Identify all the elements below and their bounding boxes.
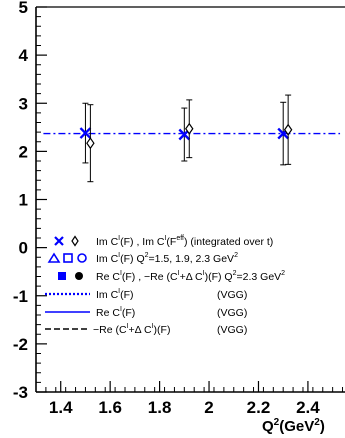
legend: Im CI(F) , Im CI(Feff) (integrated over … bbox=[45, 235, 285, 336]
y-tick-label: 5 bbox=[19, 0, 28, 17]
legend-entry: Im CI(F) Q2=1.5, 1.9, 2.3 GeV2 bbox=[47, 252, 238, 265]
y-tick-label: -3 bbox=[13, 383, 28, 402]
legend-entry: Im CI(F) (VGG) bbox=[45, 288, 247, 301]
legend-filled-circle-icon bbox=[75, 272, 83, 280]
x-marker-point bbox=[79, 127, 92, 139]
legend-label: Re CI(F) bbox=[96, 306, 135, 319]
legend-label: −Re (CI+Δ CI)(F) bbox=[93, 323, 170, 336]
legend-source-label: (VGG) bbox=[217, 289, 247, 301]
y-tick-label: 2 bbox=[19, 142, 28, 161]
x-axis: 1.4 1.6 1.8 2 2.2 2.4 bbox=[35, 381, 344, 417]
legend-diamond-icon bbox=[71, 235, 79, 247]
x-tick-label: 2.2 bbox=[247, 398, 271, 417]
legend-x-icon bbox=[54, 236, 64, 246]
x-tick-label: 1.8 bbox=[148, 398, 172, 417]
diamond-marker-point bbox=[86, 137, 95, 150]
x-tick-label: 2 bbox=[204, 398, 213, 417]
legend-circle-icon bbox=[77, 253, 87, 263]
x-tick-label: 1.4 bbox=[49, 398, 73, 417]
legend-source-label: (VGG) bbox=[217, 307, 247, 319]
legend-source-label: (VGG) bbox=[217, 324, 247, 336]
y-tick-label: 1 bbox=[19, 191, 28, 210]
diamond-marker-point bbox=[185, 122, 194, 135]
y-tick-label: 0 bbox=[19, 239, 28, 258]
legend-filled-square-icon bbox=[58, 272, 66, 280]
legend-entry: −Re (CI+Δ CI)(F) (VGG) bbox=[45, 323, 247, 336]
y-axis: -3 -2 -1 0 1 2 3 4 5 bbox=[13, 0, 47, 402]
data-series bbox=[79, 94, 293, 183]
y-tick-label: -1 bbox=[13, 287, 28, 306]
legend-label: Im CI(F) , Im CI(Feff) (integrated over … bbox=[96, 235, 273, 248]
y-tick-label: -2 bbox=[13, 335, 28, 354]
legend-label: Re CI(F) , −Re (CI+Δ CI)(F) Q2=2.3 GeV2 bbox=[96, 270, 285, 283]
x-tick-label: 1.6 bbox=[98, 398, 122, 417]
x-axis-title: Q2(GeV2) bbox=[262, 417, 325, 435]
x-marker-stroke bbox=[79, 127, 92, 139]
diamond-marker-point bbox=[283, 123, 293, 136]
legend-triangle-icon bbox=[47, 252, 61, 263]
x-tick-label: 2.4 bbox=[296, 398, 320, 417]
legend-entry: Re CI(F) , −Re (CI+Δ CI)(F) Q2=2.3 GeV2 bbox=[58, 270, 285, 283]
plot-frame bbox=[35, 6, 345, 393]
legend-square-icon bbox=[63, 253, 73, 263]
legend-label: Im CI(F) bbox=[96, 288, 134, 301]
legend-label: Im CI(F) Q2=1.5, 1.9, 2.3 GeV2 bbox=[96, 252, 238, 265]
y-tick-label: 3 bbox=[19, 94, 28, 113]
y-tick-label: 4 bbox=[19, 46, 29, 65]
legend-entry: Im CI(F) , Im CI(Feff) (integrated over … bbox=[54, 235, 273, 248]
legend-entry: Re CI(F) (VGG) bbox=[45, 306, 247, 319]
